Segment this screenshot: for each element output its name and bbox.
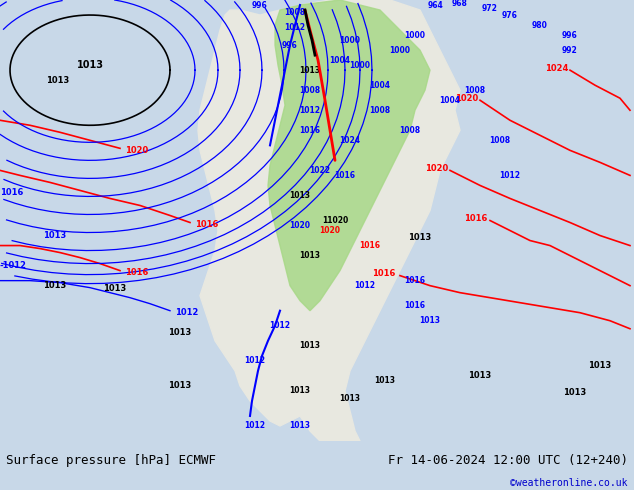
Text: 996: 996: [562, 30, 578, 40]
Text: 1016: 1016: [0, 188, 23, 197]
Text: 1013: 1013: [103, 284, 127, 293]
Text: 1012: 1012: [285, 23, 306, 31]
Text: 1012: 1012: [245, 421, 266, 431]
Text: 1016: 1016: [299, 126, 321, 135]
Text: 11020: 11020: [322, 216, 348, 225]
Text: 1013: 1013: [290, 421, 311, 431]
Text: 1016: 1016: [404, 301, 425, 310]
Text: Surface pressure [hPa] ECMWF: Surface pressure [hPa] ECMWF: [6, 454, 216, 467]
Text: 1013: 1013: [408, 233, 432, 242]
Text: 1013: 1013: [169, 328, 191, 337]
Text: 1008: 1008: [399, 126, 420, 135]
Text: 1016: 1016: [195, 220, 218, 229]
Text: 1008: 1008: [465, 86, 486, 95]
Text: -1012: -1012: [0, 261, 27, 270]
Text: 1024: 1024: [339, 136, 361, 145]
Text: 996: 996: [252, 0, 268, 9]
Text: 1012: 1012: [269, 321, 290, 330]
Text: 976: 976: [502, 10, 518, 20]
Text: 1020: 1020: [455, 94, 478, 103]
Text: 1012: 1012: [299, 106, 321, 115]
Text: 1016: 1016: [463, 214, 487, 223]
Text: 1016: 1016: [359, 241, 380, 250]
Text: 972: 972: [482, 3, 498, 13]
Text: 1013: 1013: [299, 341, 321, 350]
Text: 1000: 1000: [349, 61, 370, 70]
Text: 1016: 1016: [404, 276, 425, 285]
Text: 1013: 1013: [299, 66, 321, 74]
Text: 1000: 1000: [389, 46, 410, 54]
Text: ©weatheronline.co.uk: ©weatheronline.co.uk: [510, 478, 628, 488]
Text: 1008: 1008: [299, 86, 321, 95]
Text: 1000: 1000: [404, 30, 425, 40]
Text: 1024: 1024: [545, 64, 568, 73]
Text: 1016: 1016: [372, 269, 395, 278]
Polygon shape: [268, 0, 430, 311]
Text: 1013: 1013: [290, 191, 311, 200]
Text: Fr 14-06-2024 12:00 UTC (12+240): Fr 14-06-2024 12:00 UTC (12+240): [387, 454, 628, 467]
Text: 1013: 1013: [43, 281, 67, 290]
Text: 1013: 1013: [375, 376, 396, 385]
Text: 1004: 1004: [439, 96, 460, 105]
Text: 980: 980: [532, 21, 548, 29]
Text: 1013: 1013: [43, 231, 67, 240]
Text: 1008: 1008: [370, 106, 391, 115]
Text: 1020: 1020: [125, 146, 148, 155]
Text: 1012: 1012: [354, 281, 375, 290]
Text: 1016: 1016: [125, 268, 148, 277]
Text: 1012: 1012: [500, 171, 521, 180]
Text: 1008: 1008: [489, 136, 510, 145]
Text: 1020: 1020: [425, 164, 448, 173]
Text: 1013: 1013: [299, 251, 321, 260]
Text: 1013: 1013: [420, 316, 441, 325]
Text: 1012: 1012: [175, 308, 198, 317]
Text: 992: 992: [562, 46, 578, 54]
Text: 1020: 1020: [320, 226, 340, 235]
Text: 1013: 1013: [469, 371, 491, 380]
Text: 1012: 1012: [245, 356, 266, 366]
Text: 1020: 1020: [290, 221, 311, 230]
Text: 964: 964: [427, 0, 443, 9]
Text: 1000: 1000: [339, 36, 361, 45]
Text: 1004: 1004: [370, 81, 391, 90]
Text: 1022: 1022: [309, 166, 330, 175]
Text: 1004: 1004: [330, 56, 351, 65]
Text: 996: 996: [282, 41, 298, 49]
Text: 1008: 1008: [285, 7, 306, 17]
Text: 1013: 1013: [290, 387, 311, 395]
Text: 1013: 1013: [564, 389, 586, 397]
Text: 1016: 1016: [335, 171, 356, 180]
Text: 1013: 1013: [169, 381, 191, 391]
Polygon shape: [198, 0, 460, 441]
Text: 1013: 1013: [46, 75, 70, 85]
Text: 1013: 1013: [339, 394, 361, 403]
Text: 1013: 1013: [77, 60, 103, 70]
Text: 968: 968: [452, 0, 468, 7]
Text: 1013: 1013: [588, 361, 612, 370]
